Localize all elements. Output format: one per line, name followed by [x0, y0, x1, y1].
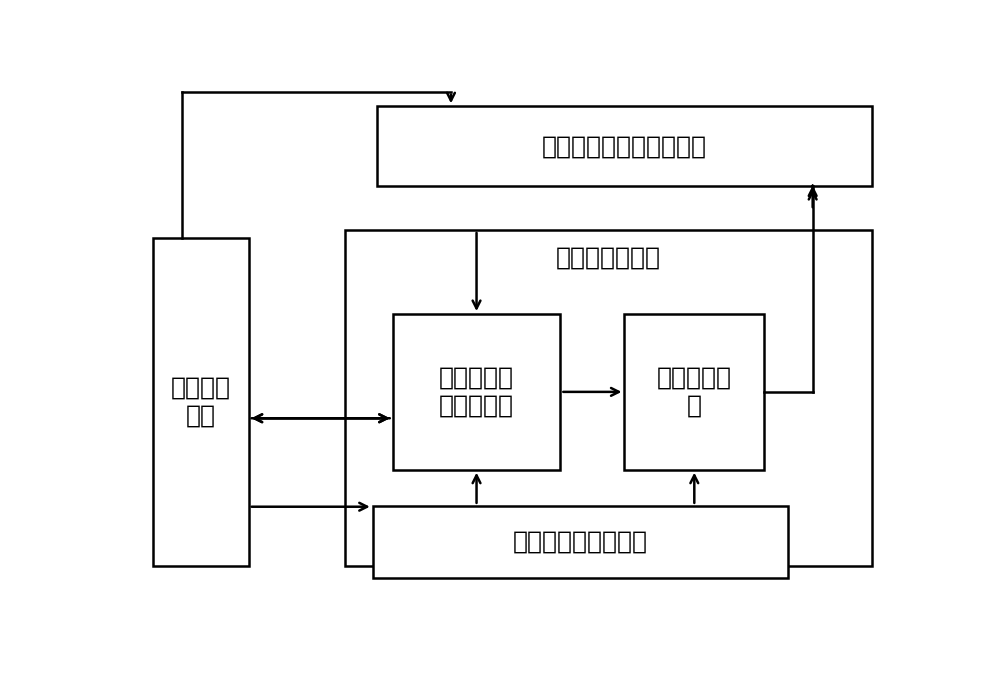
Bar [624, 314, 764, 470]
Bar [393, 314, 560, 470]
Bar [345, 230, 872, 566]
Text: 固件反馈及控制模块: 固件反馈及控制模块 [513, 530, 648, 553]
Text: 智能控制
模块: 智能控制 模块 [171, 376, 231, 427]
Bar [153, 238, 249, 566]
Text: 反馈及调整模块: 反馈及调整模块 [556, 246, 661, 270]
Bar [377, 106, 872, 186]
Bar [373, 506, 788, 577]
Text: 运算放大器
及控制模块: 运算放大器 及控制模块 [439, 366, 514, 418]
Text: 电路补偿模
块: 电路补偿模 块 [657, 366, 732, 418]
Text: 多路多类型电源管理模块: 多路多类型电源管理模块 [542, 134, 707, 158]
